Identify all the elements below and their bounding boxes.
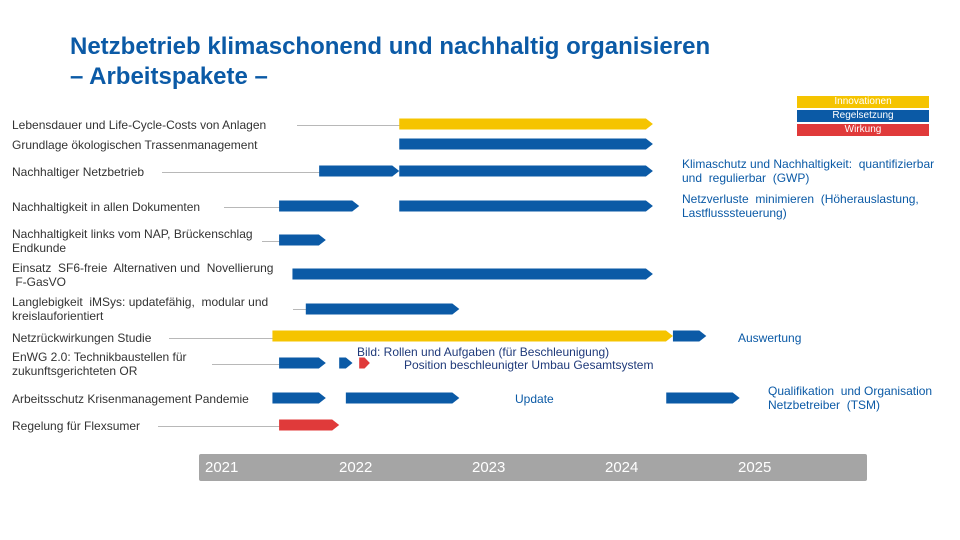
row-label-imsys: Langlebigkeit iMSys: updatefähig, modula… (12, 295, 269, 323)
leader-line (224, 207, 305, 208)
gantt-bar-innovation (272, 330, 673, 342)
row-label-lebensdauer: Lebensdauer und Life-Cycle-Costs von Anl… (12, 118, 267, 132)
note-update: Update (515, 392, 554, 406)
gantt-bar-innovation (399, 118, 653, 130)
legend-regelsetzung: Regelsetzung (797, 110, 929, 122)
gantt-bar-regel (672, 330, 707, 342)
gantt-bar-wirkung (359, 357, 370, 369)
note-position: Position beschleunigter Umbau Gesamtsyst… (404, 358, 654, 372)
gantt-bar-wirkung (279, 419, 340, 431)
row-label-nachhaltiger-netzbetrieb: Nachhaltiger Netzbetrieb (12, 165, 145, 179)
row-label-nachhaltigkeit-dokumente: Nachhaltigkeit in allen Dokumenten (12, 200, 201, 214)
title-line-1: Netzbetrieb klimaschonend und nachhaltig… (70, 33, 711, 60)
gantt-bar-regel (279, 200, 360, 212)
axis-tick-2023: 2023 (472, 459, 506, 476)
row-label-flexsumer: Regelung für Flexsumer (12, 419, 141, 433)
page-title: Netzbetrieb klimaschonend und nachhaltig… (70, 32, 710, 92)
row-label-arbeitsschutz: Arbeitsschutz Krisenmanagement Pandemie (12, 392, 249, 406)
axis-tick-2025: 2025 (738, 459, 772, 476)
legend-wirkung: Wirkung (797, 124, 929, 136)
row-label-trassenmanagement: Grundlage ökologischen Trassenmanagement (12, 138, 258, 152)
row-label-enwg: EnWG 2.0: Technikbaustellen für zukunfts… (12, 350, 187, 378)
gantt-bar-regel (339, 357, 353, 369)
note-netzverluste: Netzverluste minimieren (Höherauslastung… (682, 192, 919, 220)
gantt-bar-regel (399, 138, 653, 150)
leader-line (169, 338, 299, 339)
gantt-bar-regel (279, 234, 326, 246)
gantt-bar-regel (399, 200, 653, 212)
note-auswertung: Auswertung (738, 331, 802, 345)
axis-tick-2021: 2021 (205, 459, 239, 476)
leader-line (297, 125, 421, 126)
timeline-axis: 2021 2022 2023 2024 2025 (199, 454, 867, 481)
gantt-bar-regel (305, 303, 460, 315)
leader-line (158, 426, 304, 427)
gantt-bar-regel (319, 165, 400, 177)
note-qualifikation: Qualifikation und Organisation Netzbetre… (768, 384, 933, 412)
gantt-bar-regel (292, 268, 653, 280)
gantt-bar-regel (666, 392, 740, 404)
gantt-bar-regel (345, 392, 460, 404)
note-klimaschutz: Klimaschutz und Nachhaltigkeit: quantifi… (682, 157, 935, 185)
axis-tick-2022: 2022 (339, 459, 373, 476)
row-label-nachhaltigkeit-nap: Nachhaltigkeit links vom NAP, Brückensch… (12, 227, 253, 255)
row-label-netzrueckwirkungen: Netzrückwirkungen Studie (12, 331, 152, 345)
leader-line (212, 364, 304, 365)
note-rollen: Bild: Rollen und Aufgaben (für Beschleun… (357, 345, 610, 359)
gantt-bar-regel (279, 357, 326, 369)
row-label-sf6: Einsatz SF6-freie Alternativen und Novel… (12, 261, 274, 289)
title-line-2: – Arbeitspakete – (70, 63, 268, 90)
leader-line (162, 172, 345, 173)
axis-tick-2024: 2024 (605, 459, 639, 476)
gantt-bar-regel (399, 165, 653, 177)
gantt-bar-regel (272, 392, 326, 404)
legend-innovationen: Innovationen (797, 96, 929, 108)
